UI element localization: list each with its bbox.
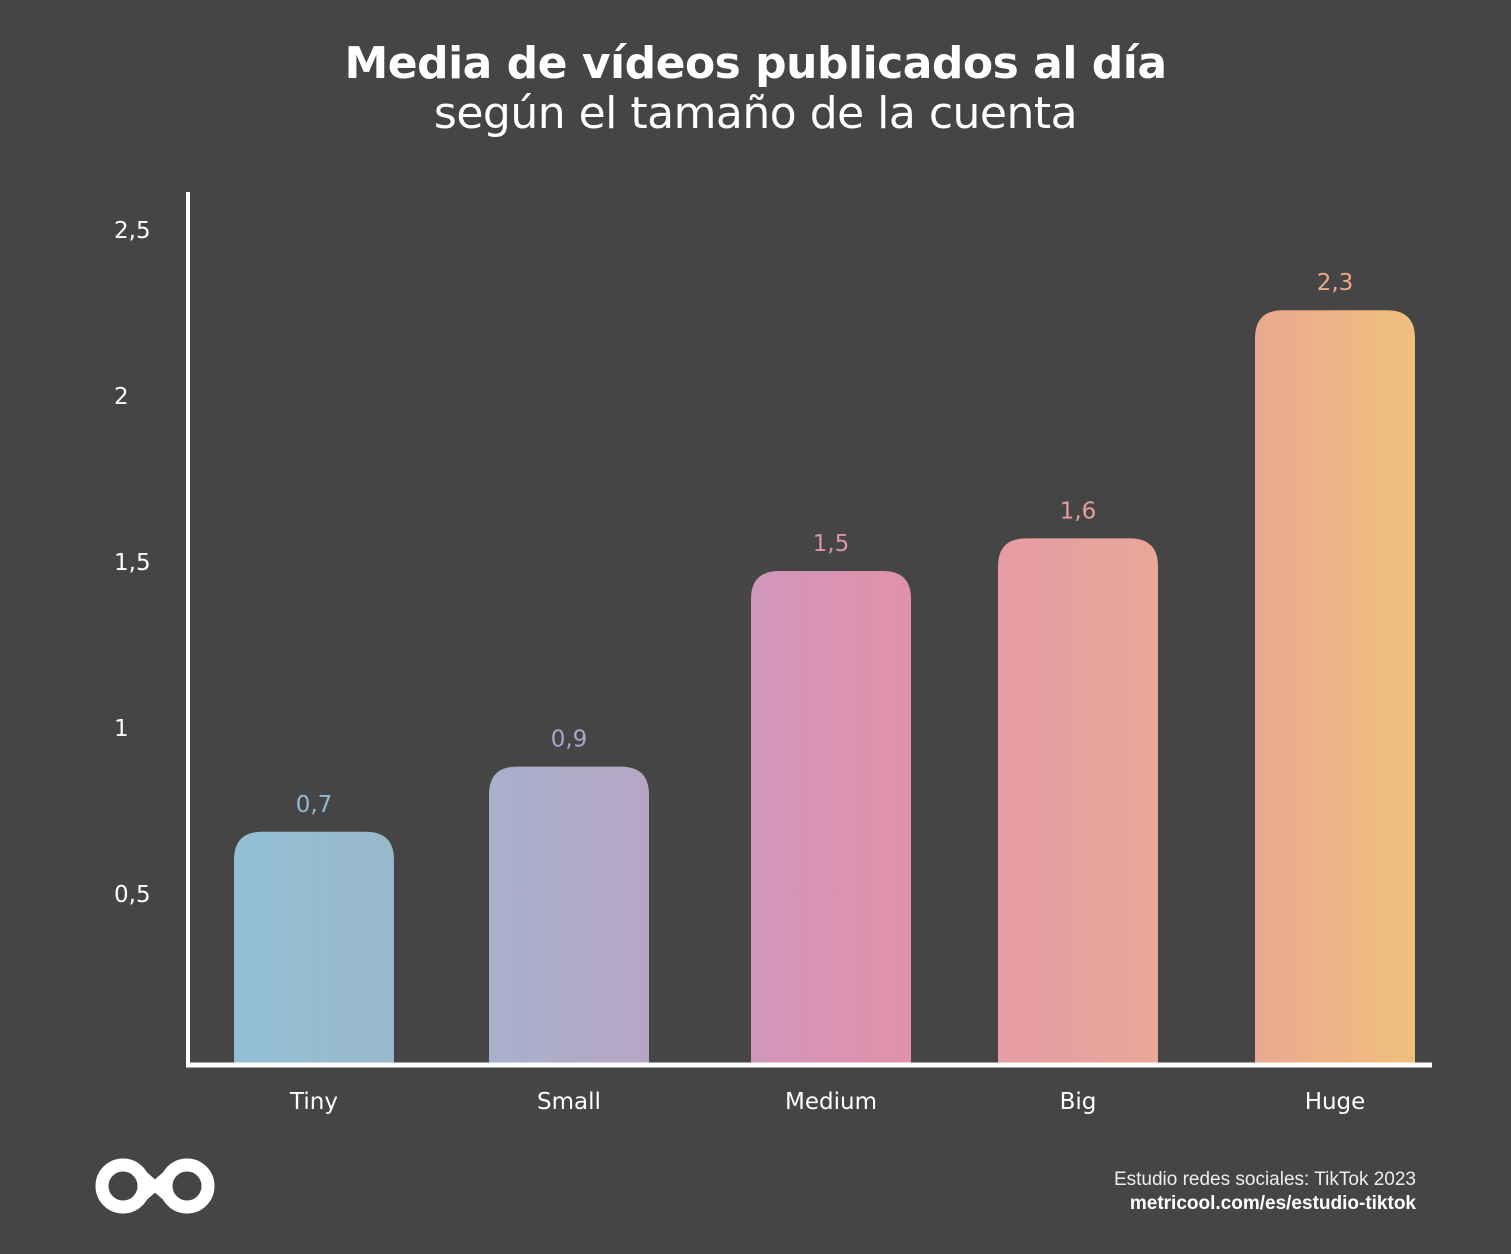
y-tick-label: 1 (114, 716, 129, 742)
x-tick-label: Tiny (289, 1089, 338, 1115)
value-label: 1,5 (813, 531, 850, 557)
bar-huge (1255, 310, 1415, 1066)
y-tick-label: 2 (114, 384, 129, 410)
x-tick-label: Big (1060, 1089, 1097, 1115)
value-label: 0,7 (296, 792, 333, 818)
x-tick-label: Small (537, 1089, 601, 1115)
value-label: 2,3 (1317, 270, 1354, 296)
bar-medium (751, 571, 911, 1066)
x-tick-label: Huge (1305, 1089, 1366, 1115)
y-tick-label: 1,5 (114, 550, 151, 576)
bar-big (998, 538, 1158, 1066)
footer: Estudio redes sociales: TikTok 2023 metr… (1114, 1168, 1416, 1216)
source-text: Estudio redes sociales: TikTok 2023 (1113, 1169, 1416, 1190)
chart-subtitle: según el tamaño de la cuenta (433, 88, 1078, 139)
chart-title: Media de vídeos publicados al día (344, 38, 1167, 89)
y-tick-label: 0,5 (114, 882, 151, 908)
value-label: 1,6 (1060, 498, 1097, 524)
bar-small (489, 766, 649, 1066)
bar-tiny (234, 831, 394, 1066)
value-label: 0,9 (551, 727, 588, 753)
source-link[interactable]: metricool.com/es/estudio-tiktok (1129, 1193, 1416, 1214)
x-tick-label: Medium (785, 1089, 877, 1115)
y-tick-label: 2,5 (114, 218, 151, 244)
metricool-logo (95, 1158, 215, 1214)
